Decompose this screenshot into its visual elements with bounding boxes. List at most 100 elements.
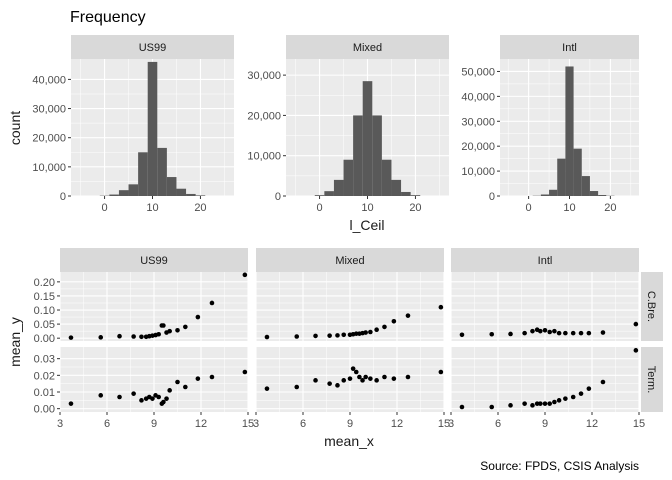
data-point	[556, 330, 562, 336]
data-point	[459, 404, 465, 410]
x-tick-label: 15	[438, 418, 450, 430]
x-tick-label: 12	[195, 418, 207, 430]
y-tick-label: 0.10	[34, 305, 55, 317]
histogram-bar	[176, 188, 187, 196]
data-point	[508, 331, 513, 337]
x-tick-label: 3	[57, 418, 63, 430]
x-axis-title: mean_x	[324, 433, 374, 449]
x-tick-label: 6	[300, 418, 306, 430]
data-point	[563, 396, 568, 401]
x-tick-label: 20	[604, 202, 616, 214]
data-point	[167, 388, 172, 393]
x-tick-label: 15	[242, 418, 254, 430]
data-point	[374, 378, 379, 383]
data-point	[530, 328, 535, 334]
y-tick-label: 30,000	[461, 116, 495, 128]
data-point	[382, 324, 387, 330]
y-tick-label: 0.15	[34, 291, 55, 303]
data-point	[313, 378, 318, 383]
data-point	[335, 333, 340, 338]
data-point	[405, 313, 411, 318]
data-point	[131, 334, 136, 339]
histogram-bar	[324, 191, 334, 196]
histogram-bar	[540, 194, 550, 196]
y-tick-label: 40,000	[461, 91, 495, 103]
x-tick-label: 9	[542, 418, 548, 430]
data-point	[156, 331, 161, 337]
histogram-bar	[598, 195, 607, 196]
data-point	[368, 376, 373, 381]
data-point	[357, 374, 362, 380]
histogram-bar	[186, 193, 196, 196]
y-tick-label: 40,000	[32, 74, 66, 86]
facet-strip-label: Intl	[538, 255, 553, 267]
data-point	[363, 374, 368, 380]
data-point	[175, 379, 180, 385]
data-point	[360, 378, 365, 383]
histogram-bar	[410, 195, 421, 196]
data-point	[542, 401, 548, 406]
histogram-bar	[391, 179, 402, 196]
histogram-bar	[128, 184, 139, 196]
data-point	[578, 391, 584, 396]
data-point	[547, 401, 552, 406]
data-point	[98, 393, 104, 398]
y-tick-label: 50,000	[461, 66, 495, 78]
data-point	[183, 384, 188, 390]
x-tick-label: 12	[586, 418, 598, 430]
facet-strip	[641, 347, 663, 412]
data-point	[131, 391, 136, 396]
data-point	[489, 331, 495, 337]
data-point	[586, 330, 592, 336]
facet-strip	[60, 248, 248, 272]
data-point	[294, 384, 300, 390]
x-tick-label: 0	[316, 202, 322, 214]
facet-strip	[71, 35, 234, 59]
y-axis-title: count	[7, 111, 23, 145]
facet-strip	[256, 248, 444, 272]
x-tick-label: 0	[526, 202, 532, 214]
data-point	[353, 369, 359, 375]
x-tick-label: 9	[151, 418, 157, 430]
facet-strip-label: US99	[139, 42, 167, 54]
x-tick-label: 6	[104, 418, 110, 430]
scatter-panel: 3 6 9 12 15	[253, 347, 450, 430]
data-point	[552, 399, 557, 405]
data-point	[313, 333, 318, 339]
histogram-bar	[353, 115, 363, 196]
y-tick-label: 0.00	[34, 404, 55, 416]
data-point	[341, 332, 347, 338]
histogram-bar	[401, 191, 411, 196]
x-tick-label: 10	[361, 202, 373, 214]
y-tick-label: 0.02	[34, 370, 55, 382]
data-point	[438, 304, 444, 310]
x-tick-label: 20	[194, 202, 206, 214]
histogram-bar	[343, 159, 354, 196]
data-point	[438, 369, 444, 375]
data-point	[570, 330, 576, 336]
data-point	[209, 374, 215, 380]
y-axis-title: mean_y	[7, 317, 23, 367]
figure-title: Frequency	[70, 9, 146, 26]
histogram-bar	[118, 190, 129, 196]
y-tick-label: 20,000	[32, 133, 66, 145]
scatter-panel: 0.00 0.01 0.02 0.03 3 6 9 12 15	[34, 347, 254, 430]
data-point	[98, 335, 104, 340]
data-point	[242, 369, 248, 375]
data-point	[405, 374, 411, 380]
data-point	[522, 330, 527, 336]
data-point	[68, 335, 74, 340]
data-point	[391, 318, 397, 324]
data-point	[552, 328, 557, 334]
data-point	[600, 379, 606, 385]
data-point	[508, 403, 513, 408]
data-point	[139, 334, 144, 340]
facet-strip-label: US99	[140, 255, 168, 267]
y-tick-label: 30,000	[247, 70, 281, 82]
data-point	[374, 327, 379, 333]
x-axis-title: l_Ceil	[349, 217, 384, 233]
data-point	[542, 327, 548, 333]
histogram-bar	[589, 191, 599, 196]
y-tick-label: 20,000	[461, 141, 495, 153]
data-point	[183, 324, 188, 330]
